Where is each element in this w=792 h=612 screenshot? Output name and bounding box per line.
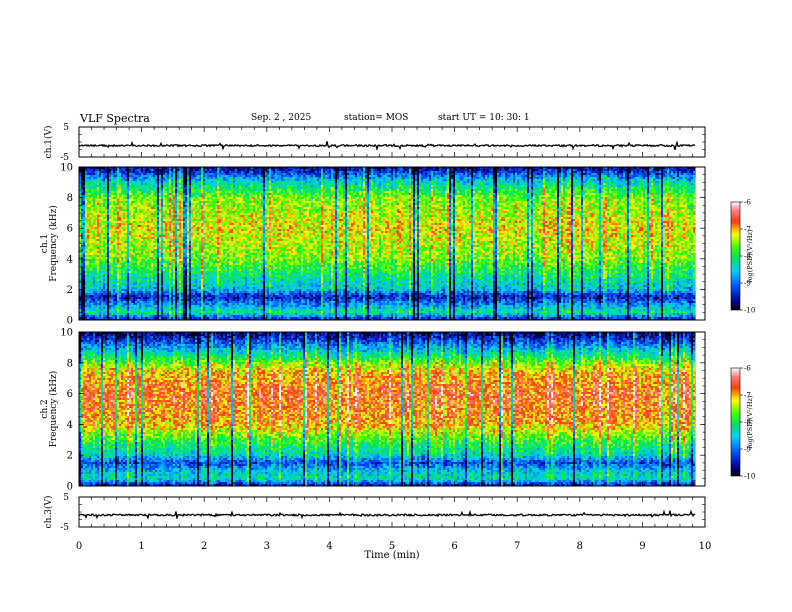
spectrogram-image — [79, 167, 696, 321]
waveform-ylabel: ch.3(V) — [43, 496, 54, 529]
freq-tick-label: 6 — [67, 389, 73, 400]
time-tick-label: 9 — [639, 541, 645, 552]
station-label: station= MOS — [344, 113, 408, 123]
colorbar-tick-label: -8 — [744, 419, 751, 427]
colorbar-tick-label: -6 — [744, 199, 751, 207]
y-tick-label: 5 — [63, 493, 69, 503]
freq-tick-label: 10 — [60, 163, 73, 174]
y-tick-label: -5 — [60, 153, 69, 163]
colorbar-tick-label: -9 — [744, 280, 751, 288]
freq-tick-label: 10 — [60, 328, 73, 339]
freq-tick-label: 0 — [67, 482, 73, 493]
ch1-colorbar: -6 -7 -8 -9 -10 log(PSD)(V²/Hz) — [730, 199, 755, 315]
y-tick-label: -5 — [60, 523, 69, 533]
time-tick-label: 7 — [514, 541, 520, 552]
waveform-trace — [78, 509, 696, 520]
time-tick-label: 5 — [389, 541, 395, 552]
ch1-spectrogram-panel: 0 2 4 6 8 10 ch.1 Frequency (kHz) — [40, 163, 706, 327]
ch3-waveform-panel: 5 -5 ch.3(V) — [43, 493, 706, 533]
time-tick-label: 8 — [577, 541, 583, 552]
colorbar-label: log(PSD)(V²/Hz) — [746, 395, 754, 448]
freq-tick-label: 2 — [67, 451, 73, 462]
date-label: Sep. 2 , 2025 — [251, 113, 311, 123]
freq-tick-label: 0 — [67, 316, 73, 327]
frequency-axis-label: Frequency (kHz) — [48, 205, 59, 282]
colorbar-tick-label: -6 — [744, 365, 751, 373]
colorbar-tick-label: -10 — [744, 473, 755, 481]
colorbar-scale — [730, 201, 741, 311]
colorbar-tick-label: -9 — [744, 446, 751, 454]
colorbar-scale — [730, 367, 741, 477]
chart-title: VLF Spectra — [80, 112, 150, 125]
freq-tick-label: 4 — [67, 254, 73, 265]
time-tick-label: 10 — [699, 541, 712, 552]
start-time-label: start UT = 10: 30: 1 — [438, 113, 530, 123]
freq-tick-label: 4 — [67, 420, 73, 431]
time-tick-label: 1 — [138, 541, 144, 552]
colorbar-tick-label: -10 — [744, 307, 755, 315]
freq-tick-label: 8 — [67, 358, 73, 369]
frequency-axis-label: Frequency (kHz) — [48, 371, 59, 448]
ch2-colorbar: -6 -7 -8 -9 -10 log(PSD)(V²/Hz) — [730, 365, 755, 481]
waveform-trace — [78, 140, 696, 151]
time-tick-label: 4 — [326, 541, 332, 552]
time-axis: 0 1 2 3 4 5 6 7 8 9 10 Time (min) — [76, 541, 712, 561]
channel-label: ch.1 — [40, 234, 50, 253]
channel-label: ch.2 — [40, 399, 50, 418]
time-tick-label: 6 — [451, 541, 457, 552]
colorbar-label: log(PSD)(V²/Hz) — [746, 229, 754, 282]
ch2-spectrogram-panel: 0 2 4 6 8 10 ch.2 Frequency (kHz) — [40, 328, 706, 493]
freq-tick-label: 6 — [67, 224, 73, 235]
time-tick-label: 2 — [201, 541, 207, 552]
time-tick-label: 3 — [264, 541, 270, 552]
colorbar-tick-label: -7 — [744, 226, 751, 234]
time-tick-label: 0 — [76, 541, 82, 552]
spectrogram-image — [79, 332, 696, 487]
waveform-ylabel: ch.1(V) — [43, 126, 54, 159]
time-axis-label: Time (min) — [364, 550, 419, 561]
y-tick-label: 5 — [63, 123, 69, 133]
freq-tick-label: 2 — [67, 285, 73, 296]
colorbar-tick-label: -8 — [744, 253, 751, 261]
freq-tick-label: 8 — [67, 193, 73, 204]
colorbar-tick-label: -7 — [744, 392, 751, 400]
ch1-waveform-panel: 5 -5 ch.1(V) — [43, 123, 706, 163]
